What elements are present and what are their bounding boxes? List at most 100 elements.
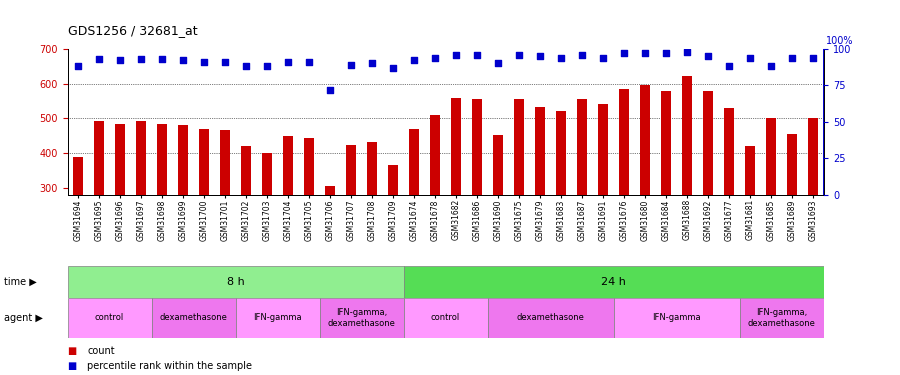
Text: dexamethasone: dexamethasone xyxy=(517,314,584,322)
Bar xyxy=(703,90,713,195)
Bar xyxy=(68,298,151,338)
Bar xyxy=(320,298,403,338)
Text: ■: ■ xyxy=(68,361,76,370)
Bar xyxy=(724,108,734,195)
Text: control: control xyxy=(431,314,460,322)
Bar xyxy=(236,298,320,338)
Bar xyxy=(403,298,488,338)
Point xyxy=(155,56,169,62)
Bar xyxy=(409,129,419,195)
Bar xyxy=(136,121,146,195)
Bar xyxy=(325,186,335,195)
Point xyxy=(323,87,338,93)
Point xyxy=(491,60,505,66)
Bar xyxy=(614,298,740,338)
Bar xyxy=(366,142,377,195)
Point xyxy=(71,63,86,69)
Bar xyxy=(346,145,356,195)
Point xyxy=(701,53,716,59)
Point xyxy=(680,49,694,55)
Bar xyxy=(766,118,776,195)
Text: IFN-gamma,
dexamethasone: IFN-gamma, dexamethasone xyxy=(328,308,395,327)
Point xyxy=(386,65,400,71)
Text: 24 h: 24 h xyxy=(601,277,626,287)
Point xyxy=(197,59,211,65)
Bar xyxy=(283,136,293,195)
Point xyxy=(638,50,652,56)
Bar xyxy=(787,134,797,195)
Text: IFN-gamma: IFN-gamma xyxy=(253,314,302,322)
Bar xyxy=(740,298,824,338)
Text: count: count xyxy=(87,346,115,355)
Bar xyxy=(262,153,272,195)
Point xyxy=(616,50,631,56)
Point xyxy=(364,60,379,66)
Text: IFN-gamma,
dexamethasone: IFN-gamma, dexamethasone xyxy=(748,308,815,327)
Text: ■: ■ xyxy=(68,346,76,355)
Point xyxy=(302,59,316,65)
Point xyxy=(742,54,757,60)
Point xyxy=(806,54,820,60)
Bar xyxy=(598,105,608,195)
Bar xyxy=(488,298,614,338)
Bar xyxy=(68,266,403,298)
Point xyxy=(470,52,484,58)
Point xyxy=(533,53,547,59)
Text: 8 h: 8 h xyxy=(227,277,245,287)
Point xyxy=(92,56,106,62)
Bar xyxy=(115,124,125,195)
Text: 100%: 100% xyxy=(826,36,854,46)
Bar xyxy=(535,107,545,195)
Point xyxy=(218,59,232,65)
Bar xyxy=(640,85,650,195)
Text: control: control xyxy=(94,314,124,322)
Bar xyxy=(618,89,629,195)
Bar xyxy=(94,121,104,195)
Point xyxy=(281,59,295,65)
Point xyxy=(722,63,736,69)
Point xyxy=(176,57,190,63)
Bar xyxy=(661,90,671,195)
Point xyxy=(764,63,778,69)
Bar xyxy=(472,99,482,195)
Point xyxy=(344,62,358,68)
Bar xyxy=(199,129,209,195)
Text: GDS1256 / 32681_at: GDS1256 / 32681_at xyxy=(68,24,197,38)
Bar xyxy=(744,146,755,195)
Text: dexamethasone: dexamethasone xyxy=(159,314,228,322)
Bar xyxy=(493,135,503,195)
Point xyxy=(659,50,673,56)
Point xyxy=(785,54,799,60)
Bar xyxy=(388,165,398,195)
Bar xyxy=(304,138,314,195)
Point xyxy=(575,52,590,58)
Text: IFN-gamma: IFN-gamma xyxy=(652,314,701,322)
Point xyxy=(134,56,148,62)
Bar xyxy=(681,76,692,195)
Bar xyxy=(178,125,188,195)
Bar xyxy=(514,99,524,195)
Text: percentile rank within the sample: percentile rank within the sample xyxy=(87,361,252,370)
Bar xyxy=(577,99,587,195)
Bar xyxy=(451,98,461,195)
Point xyxy=(512,52,526,58)
Bar xyxy=(807,118,818,195)
Text: time ▶: time ▶ xyxy=(4,277,37,287)
Text: agent ▶: agent ▶ xyxy=(4,313,43,323)
Point xyxy=(112,57,127,63)
Bar xyxy=(240,146,251,195)
Bar xyxy=(73,157,83,195)
Bar xyxy=(220,129,230,195)
Bar xyxy=(151,298,236,338)
Bar xyxy=(556,111,566,195)
Point xyxy=(238,63,253,69)
Point xyxy=(407,57,421,63)
Point xyxy=(554,54,568,60)
Point xyxy=(596,54,610,60)
Point xyxy=(260,63,274,69)
Bar xyxy=(429,115,440,195)
Bar xyxy=(157,124,167,195)
Point xyxy=(449,52,464,58)
Point xyxy=(428,54,442,60)
Bar xyxy=(403,266,824,298)
